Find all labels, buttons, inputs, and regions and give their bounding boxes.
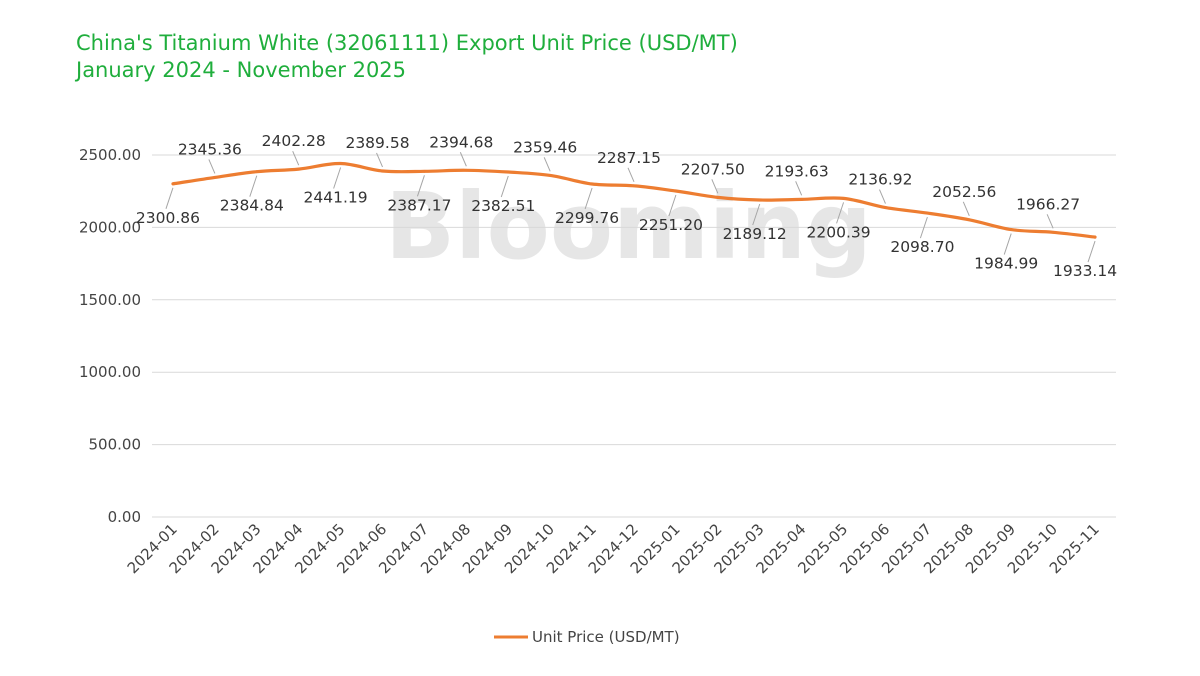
data-label: 2193.63 — [765, 162, 829, 180]
data-labels: 2300.86 2345.36 2384.84 2402.28 2441.19 2389.… — [136, 132, 1117, 280]
data-point — [632, 184, 636, 188]
data-label: 2441.19 — [304, 189, 368, 207]
data-label: 2299.76 — [555, 209, 619, 227]
leader-line — [919, 216, 928, 239]
data-point — [967, 218, 971, 222]
label-leader-lines — [165, 150, 1096, 263]
data-label: 1966.27 — [1016, 195, 1080, 213]
data-point — [381, 169, 384, 173]
leader-line — [962, 201, 970, 216]
data-label: 2382.51 — [471, 197, 535, 215]
data-label: 2389.58 — [345, 134, 409, 152]
data-label: 2345.36 — [178, 140, 242, 158]
data-label: 2387.17 — [387, 196, 451, 214]
leader-line — [376, 152, 383, 168]
leader-line — [208, 159, 216, 174]
watermark-text: Blooming — [385, 173, 872, 280]
data-label: 2359.46 — [513, 138, 577, 156]
data-point — [464, 168, 468, 172]
data-point — [674, 189, 678, 193]
leader-line — [584, 187, 593, 210]
series-line-group — [171, 161, 1097, 239]
data-label: 2136.92 — [848, 171, 912, 189]
leader-line — [795, 181, 803, 196]
data-label: 2189.12 — [723, 225, 787, 243]
leader-line — [1003, 233, 1012, 255]
y-tick-label: 0.00 — [108, 508, 141, 526]
leader-line — [711, 179, 719, 194]
y-axis-ticks: 0.00 500.00 1000.00 1500.00 2000.00 2500.00 — [79, 146, 141, 526]
data-label: 2098.70 — [890, 238, 954, 256]
chart-title: China's Titanium White (32061111) Export… — [76, 31, 738, 55]
leader-line — [165, 187, 174, 209]
data-point — [506, 170, 510, 174]
x-axis-ticks: 2024-012024-022024-032024-042024-052024-… — [124, 520, 1103, 577]
data-point — [925, 211, 929, 215]
data-point — [213, 175, 217, 179]
data-point — [758, 198, 762, 202]
y-tick-label: 2000.00 — [79, 218, 141, 236]
grid-lines — [152, 154, 1116, 518]
data-point — [1009, 228, 1013, 231]
data-point — [884, 206, 887, 209]
data-point — [1051, 230, 1055, 234]
leader-line — [836, 202, 845, 224]
data-label: 2384.84 — [220, 197, 284, 215]
data-label: 2200.39 — [807, 223, 871, 241]
data-label: 1984.99 — [974, 255, 1038, 273]
data-point — [297, 167, 301, 171]
data-label: 2402.28 — [262, 132, 326, 150]
leader-line — [1087, 240, 1096, 263]
leader-line — [752, 203, 761, 226]
leader-line — [500, 175, 509, 198]
legend-label: Unit Price (USD/MT) — [532, 628, 680, 646]
y-tick-label: 1000.00 — [79, 363, 141, 381]
leader-line — [292, 150, 300, 166]
leader-line — [333, 167, 342, 189]
leader-line — [627, 167, 635, 183]
chart-subtitle: January 2024 - November 2025 — [76, 58, 407, 82]
data-point — [716, 195, 720, 199]
leader-line — [1046, 214, 1054, 229]
data-point — [842, 196, 845, 200]
data-label: 2251.20 — [639, 216, 703, 234]
data-point — [339, 162, 343, 165]
data-point — [255, 170, 259, 174]
leader-line — [879, 189, 886, 204]
data-label: 2300.86 — [136, 209, 200, 227]
chart-title-block: China's Titanium White (32061111) Export… — [76, 30, 738, 84]
leader-line — [459, 152, 467, 167]
y-tick-label: 2500.00 — [79, 146, 141, 164]
y-tick-label: 500.00 — [89, 436, 142, 454]
data-point — [548, 173, 552, 177]
data-point — [423, 169, 426, 173]
data-label: 2052.56 — [932, 183, 996, 201]
data-point — [590, 182, 594, 186]
legend[interactable]: Unit Price (USD/MT) — [494, 628, 680, 646]
leader-line — [416, 175, 425, 197]
data-point — [171, 182, 175, 186]
leader-line — [668, 194, 677, 217]
data-label: 2394.68 — [429, 133, 493, 151]
y-tick-label: 1500.00 — [79, 291, 141, 309]
leader-line — [249, 175, 258, 197]
data-label: 2287.15 — [597, 149, 661, 167]
data-label: 2207.50 — [681, 160, 745, 178]
data-point — [800, 197, 804, 201]
data-point — [1093, 235, 1097, 239]
leader-line — [543, 157, 551, 172]
data-label: 1933.14 — [1053, 262, 1117, 280]
